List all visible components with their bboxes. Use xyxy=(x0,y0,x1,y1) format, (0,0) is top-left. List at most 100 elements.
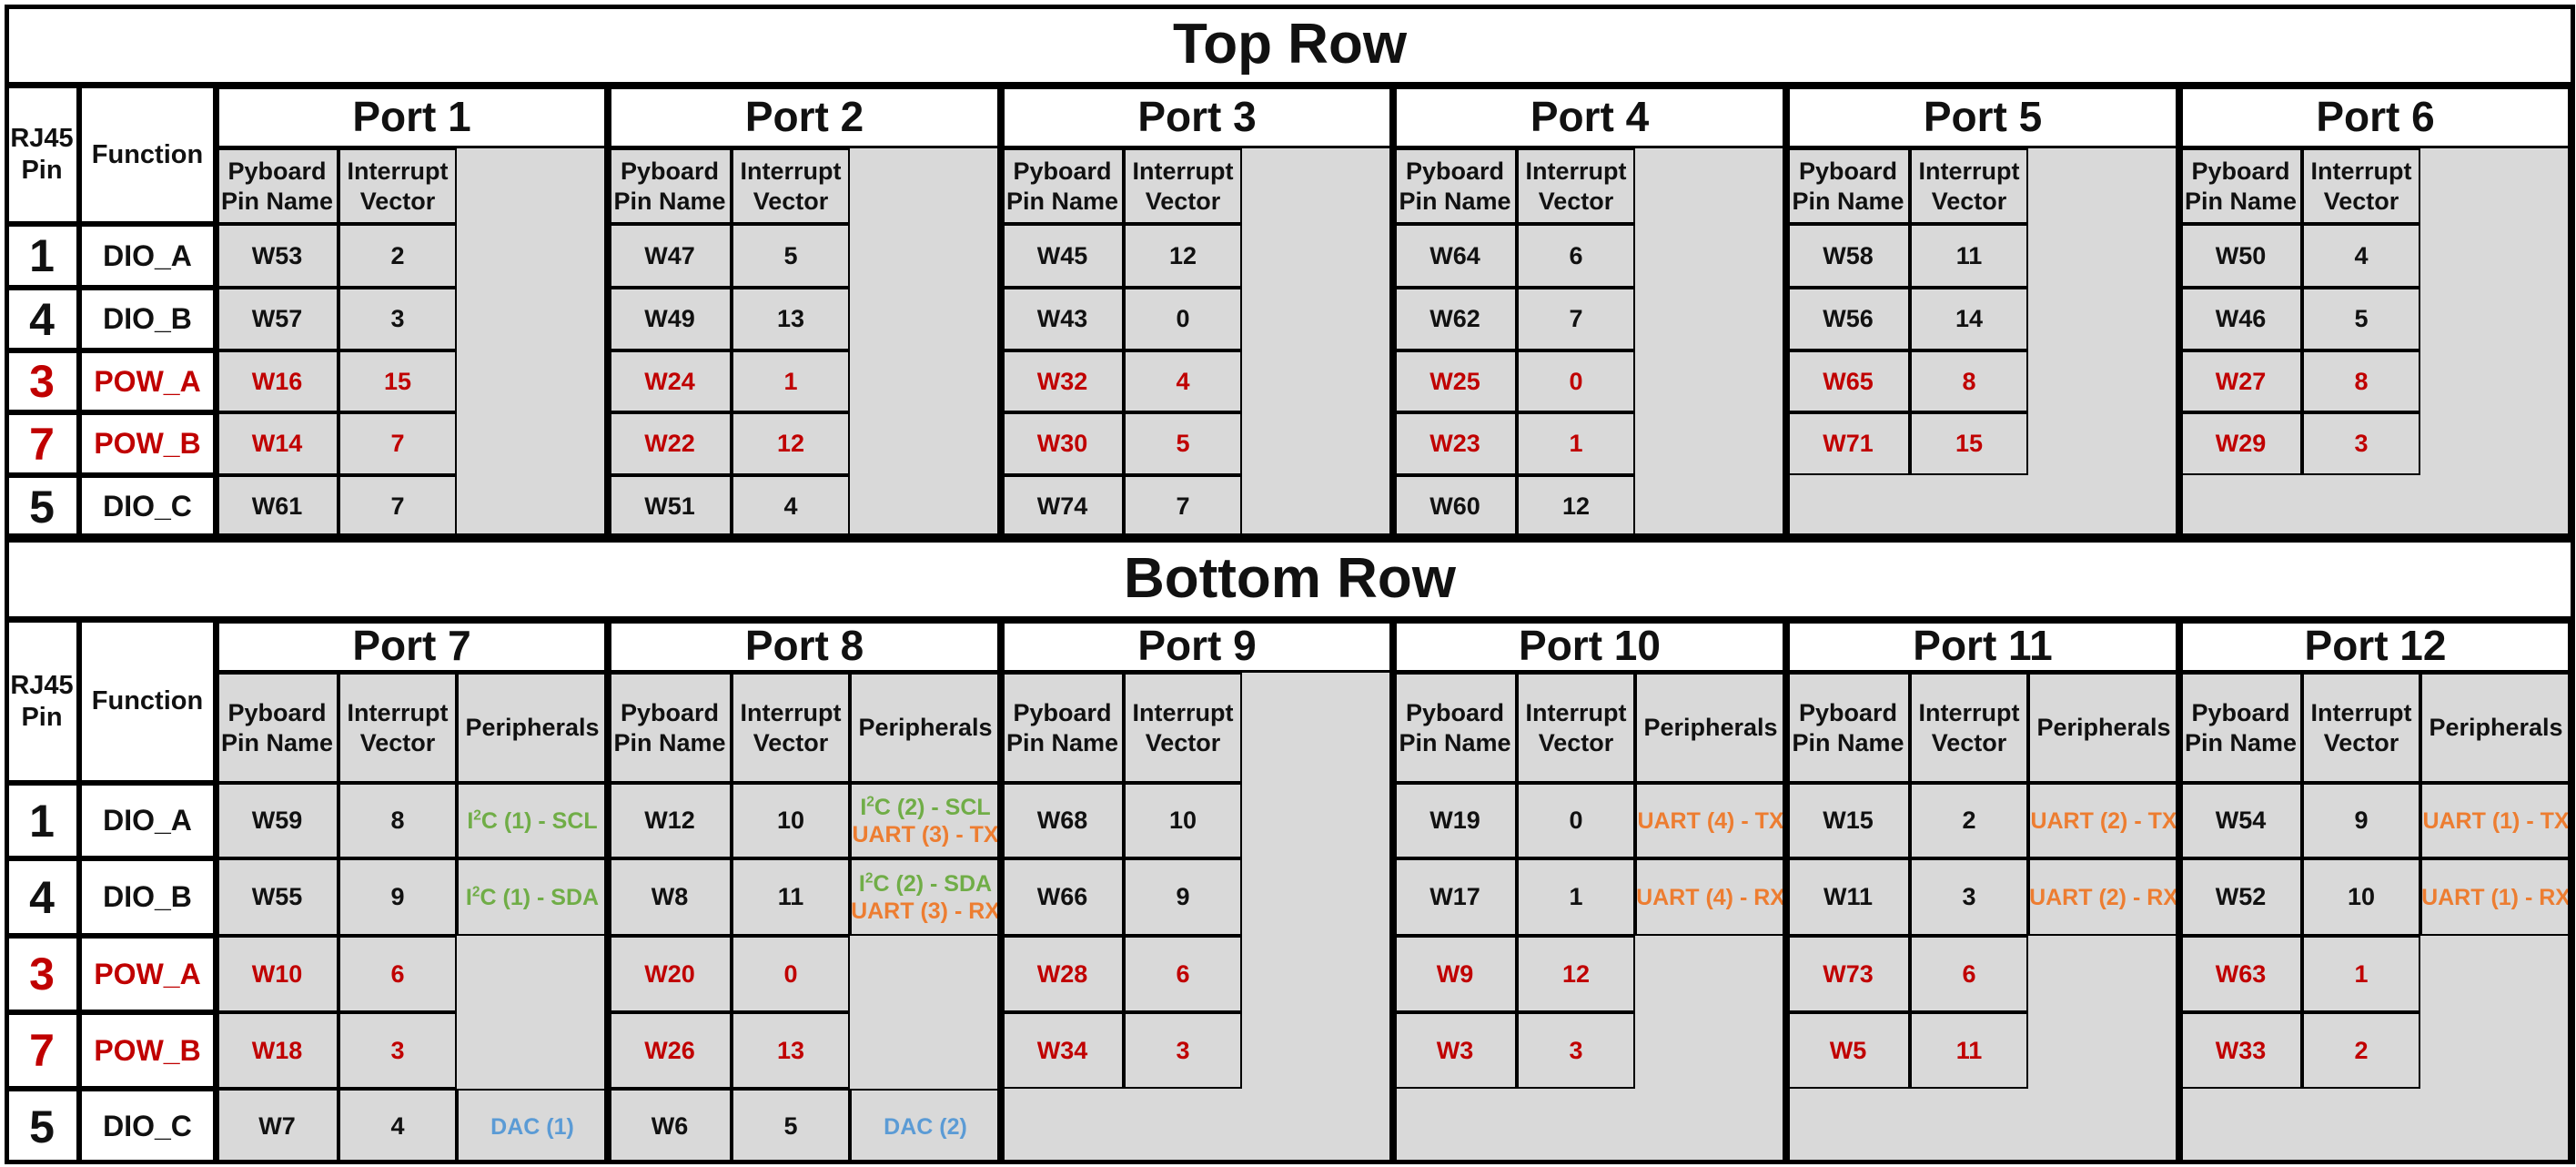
interrupt-vector: 6 xyxy=(338,936,457,1012)
interrupt-vector: 6 xyxy=(1124,936,1242,1012)
pyboard-pin-name-header: Pyboard Pin Name xyxy=(1001,673,1124,783)
rj45-pin-header: RJ45 Pin xyxy=(5,620,79,783)
interrupt-vector: 13 xyxy=(732,288,850,350)
pyboard-pin-name: W55 xyxy=(216,858,338,936)
interrupt-vector: 2 xyxy=(338,224,457,288)
interrupt-vector: 11 xyxy=(1910,1012,2028,1089)
interrupt-vector: 8 xyxy=(1910,350,2028,412)
pyboard-pin-name-header: Pyboard Pin Name xyxy=(2179,148,2302,224)
peripheral-line: UART (2) - TX xyxy=(2030,807,2177,834)
pyboard-pin-name-header: Pyboard Pin Name xyxy=(216,673,338,783)
interrupt-vector: 12 xyxy=(1517,936,1635,1012)
pyboard-pin-name: W66 xyxy=(1001,858,1124,936)
peripherals-header: Peripherals xyxy=(1635,673,1786,783)
interrupt-vector: 3 xyxy=(1124,1012,1242,1089)
peripheral-line: UART (1) - TX xyxy=(2422,807,2570,834)
pyboard-pin-name-header: Pyboard Pin Name xyxy=(2179,673,2302,783)
peripheral-line: I2C (1) - SCL xyxy=(467,807,597,835)
peripherals-header: Peripherals xyxy=(457,673,608,783)
interrupt-vector: 6 xyxy=(1910,936,2028,1012)
section-outline xyxy=(5,5,2575,538)
function-name: DIO_B xyxy=(79,288,216,350)
interrupt-vector-header: Interrupt Vector xyxy=(732,673,850,783)
interrupt-vector: 3 xyxy=(1910,858,2028,936)
interrupt-vector: 8 xyxy=(338,783,457,858)
peripheral-cell: I2C (2) - SDA UART (3) - RX xyxy=(850,858,1001,936)
interrupt-vector: 0 xyxy=(1517,350,1635,412)
pyboard-pin-name: W62 xyxy=(1393,288,1517,350)
peripheral-cell: UART (4) - TX xyxy=(1635,783,1786,858)
pyboard-pin-name-header: Pyboard Pin Name xyxy=(1786,673,1910,783)
unused-area xyxy=(1393,673,1786,1164)
rj45-pin-number: 3 xyxy=(5,936,79,1012)
peripheral-cell: DAC (2) xyxy=(850,1089,1001,1164)
unused-area xyxy=(1786,673,2179,1164)
function-name: POW_A xyxy=(79,350,216,412)
function-name: DIO_A xyxy=(79,224,216,288)
superscript: 2 xyxy=(471,884,480,900)
interrupt-vector-header: Interrupt Vector xyxy=(1124,673,1242,783)
function-name: DIO_B xyxy=(79,858,216,936)
unused-area xyxy=(2179,673,2571,1164)
function-header: Function xyxy=(79,86,216,224)
pyboard-pin-name: W5 xyxy=(1786,1012,1910,1089)
function-name: DIO_A xyxy=(79,783,216,858)
function-header: Function xyxy=(79,620,216,783)
function-name: DIO_C xyxy=(79,475,216,538)
interrupt-vector-header: Interrupt Vector xyxy=(2302,673,2420,783)
interrupt-vector: 13 xyxy=(732,1012,850,1089)
interrupt-vector: 0 xyxy=(732,936,850,1012)
peripheral-line: UART (3) - RX xyxy=(851,898,1000,924)
pyboard-pin-name: W19 xyxy=(1393,783,1517,858)
interrupt-vector: 1 xyxy=(2302,936,2420,1012)
unused-area xyxy=(608,673,1001,1164)
peripheral-line: UART (3) - TX xyxy=(852,821,999,847)
pyboard-pin-name: W28 xyxy=(1001,936,1124,1012)
interrupt-vector: 1 xyxy=(1517,858,1635,936)
pyboard-pin-name-header: Pyboard Pin Name xyxy=(608,673,732,783)
interrupt-vector: 3 xyxy=(338,288,457,350)
interrupt-vector: 1 xyxy=(732,350,850,412)
interrupt-vector: 3 xyxy=(1517,1012,1635,1089)
interrupt-vector: 15 xyxy=(1910,412,2028,475)
peripheral-cell: UART (2) - TX xyxy=(2028,783,2179,858)
rj45-pin-number: 1 xyxy=(5,224,79,288)
rj45-pin-number: 4 xyxy=(5,288,79,350)
superscript: 2 xyxy=(864,870,874,887)
peripheral-line: UART (4) - RX xyxy=(1636,884,1785,910)
peripheral-line: I2C (1) - SDA xyxy=(466,884,599,911)
pyboard-pin-name: W32 xyxy=(1001,350,1124,412)
interrupt-vector-header: Interrupt Vector xyxy=(338,148,457,224)
unused-area xyxy=(608,148,1001,538)
peripheral-line: I2C (2) - SCL xyxy=(860,794,990,821)
interrupt-vector: 8 xyxy=(2302,350,2420,412)
pyboard-pin-name: W30 xyxy=(1001,412,1124,475)
interrupt-vector: 2 xyxy=(2302,1012,2420,1089)
pyboard-pin-name: W59 xyxy=(216,783,338,858)
unused-area xyxy=(1393,148,1786,538)
peripheral-text: I xyxy=(860,794,867,820)
interrupt-vector: 3 xyxy=(2302,412,2420,475)
interrupt-vector: 9 xyxy=(1124,858,1242,936)
interrupt-vector: 9 xyxy=(338,858,457,936)
interrupt-vector: 0 xyxy=(1517,783,1635,858)
peripheral-line: DAC (2) xyxy=(884,1113,967,1140)
unused-area xyxy=(1786,148,2179,538)
section-outline xyxy=(5,538,2575,1164)
interrupt-vector-header: Interrupt Vector xyxy=(1910,148,2028,224)
interrupt-vector: 1 xyxy=(1517,412,1635,475)
peripheral-cell: I2C (1) - SDA xyxy=(457,858,608,936)
unused-area xyxy=(1001,148,1393,538)
peripheral-text: C (1) - SCL xyxy=(480,807,598,834)
interrupt-vector: 0 xyxy=(1124,288,1242,350)
peripheral-cell: UART (2) - RX xyxy=(2028,858,2179,936)
interrupt-vector-header: Interrupt Vector xyxy=(1517,673,1635,783)
unused-area xyxy=(1001,673,1393,1164)
pyboard-pin-name: W10 xyxy=(216,936,338,1012)
interrupt-vector: 10 xyxy=(1124,783,1242,858)
peripheral-text: I xyxy=(858,870,865,897)
interrupt-vector: 2 xyxy=(1910,783,2028,858)
peripheral-text: C (2) - SDA xyxy=(873,870,993,897)
unused-area xyxy=(2179,148,2571,538)
interrupt-vector: 12 xyxy=(1124,224,1242,288)
